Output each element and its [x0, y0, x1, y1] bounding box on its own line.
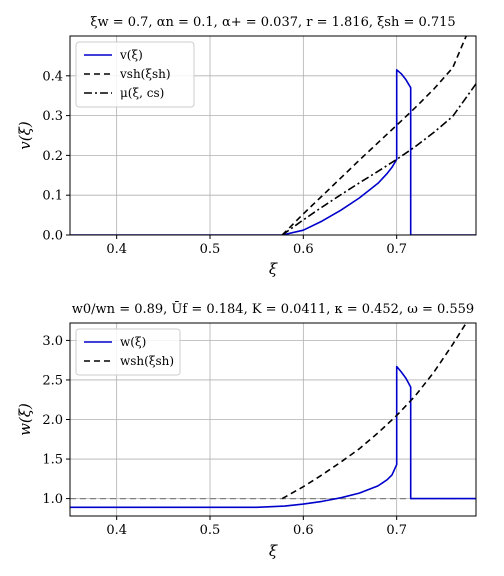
series-line-2 [281, 36, 467, 235]
y-axis-label: v(ξ) [16, 121, 34, 150]
x-tick-label: 0.4 [106, 523, 127, 538]
plot-frame [69, 322, 477, 517]
legend: v(ξ) vsh(ξsh) μ(ξ, cs) [75, 41, 195, 108]
x-tick-label: 0.6 [293, 523, 314, 538]
chart-panel-2: 0.4 0.5 0.6 0.7 1.0 1.5 2.0 2.5 3.0 w0/wn = 0.89,… [16, 301, 477, 560]
legend-label: v(ξ) [119, 48, 143, 62]
legend: w(ξ) wsh(ξsh) [75, 328, 181, 376]
y-tick-label: 0.2 [42, 149, 63, 164]
y-tick-label: 2.5 [42, 373, 63, 388]
legend-label: vsh(ξsh) [119, 67, 171, 81]
y-tick-label: 1.5 [42, 453, 63, 468]
legend-box [75, 328, 181, 376]
series-line-1 [70, 69, 476, 235]
y-tick-label: 0.3 [42, 109, 63, 124]
y-tick-label: 0.4 [42, 69, 63, 84]
chart-title: ξw = 0.7, αn = 0.1, α+ = 0.037, r = 1.81… [90, 15, 455, 30]
series-line-3 [281, 83, 476, 235]
x-tick-label: 0.7 [386, 523, 407, 538]
y-tick-label: 3.0 [42, 334, 63, 349]
x-tick-label: 0.6 [293, 242, 314, 257]
y-axis-label: w(ξ) [16, 403, 34, 436]
y-tick-label: 1.0 [42, 492, 63, 507]
x-tick-label: 0.5 [200, 523, 221, 538]
x-axis-label: ξ [269, 260, 278, 278]
legend-label: w(ξ) [120, 335, 146, 349]
y-tick-label: 2.0 [42, 413, 63, 428]
chart-panel-1: 0.4 0.5 0.6 0.7 0.0 0.1 0.2 0.3 0.4 ξw = 0.7, αn … [16, 15, 477, 278]
series-line-1 [70, 365, 476, 509]
legend-label: μ(ξ, cs) [120, 86, 164, 100]
legend-label: wsh(ξsh) [120, 354, 174, 368]
x-tick-label: 0.5 [200, 242, 221, 257]
x-tick-label: 0.4 [106, 242, 127, 257]
series-line-2 [281, 323, 467, 500]
plot-frame [69, 35, 477, 236]
x-axis-label: ξ [269, 542, 278, 560]
x-tick-label: 0.7 [386, 242, 407, 257]
legend-box [75, 41, 195, 108]
y-tick-label: 0.0 [42, 229, 63, 244]
y-tick-label: 0.1 [42, 189, 63, 204]
chart-title: w0/wn = 0.89, Ūf = 0.184, K = 0.0411, κ … [72, 301, 474, 317]
